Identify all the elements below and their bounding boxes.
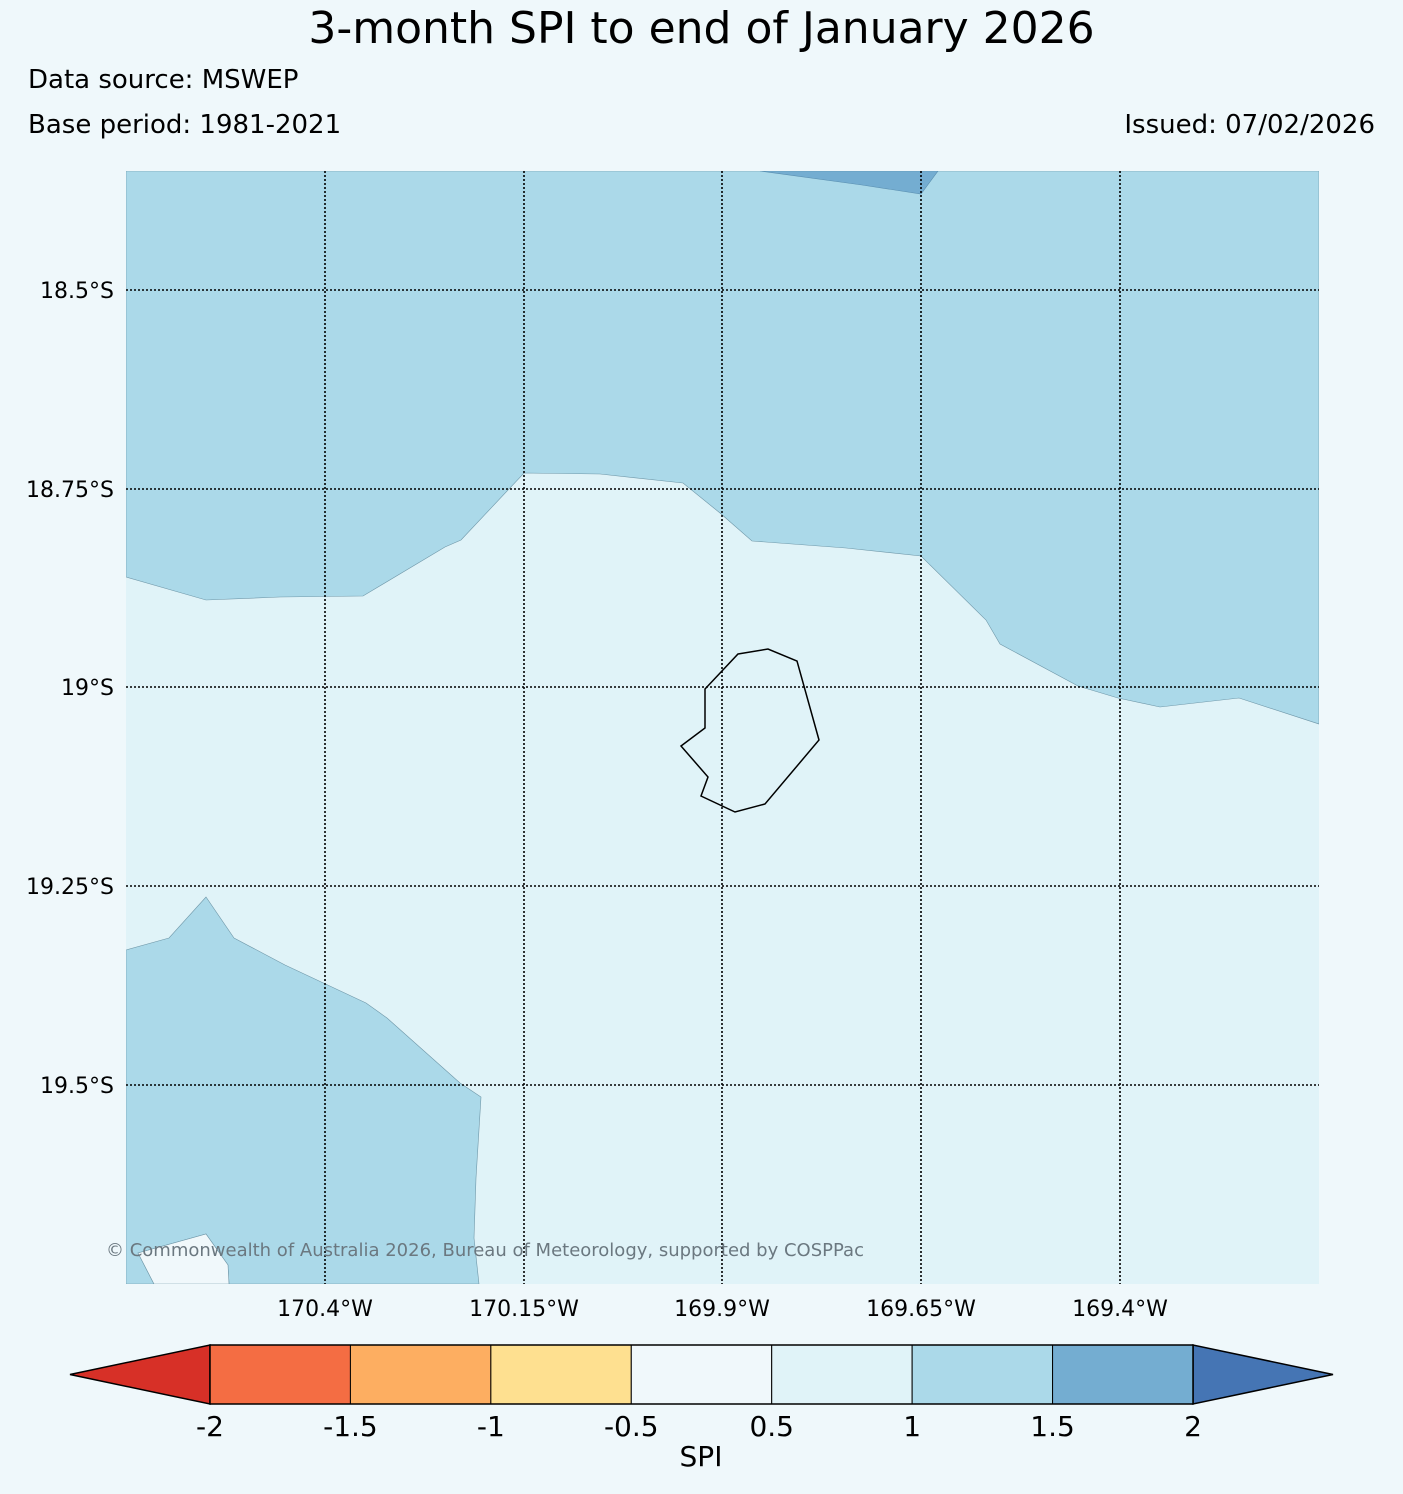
spi-region-near-normal: [137, 1233, 230, 1284]
lat-label: 19.25°S: [26, 875, 114, 900]
colorbar-segment: [1052, 1344, 1194, 1405]
colorbar-tick-label: -1.5: [323, 1410, 378, 1443]
spi-region-1-5-to-2: [759, 171, 939, 195]
graticule: [126, 171, 1319, 1284]
colorbar-under-arrow: [69, 1344, 211, 1405]
issued-date-label: Issued: 07/02/2026: [1124, 110, 1375, 140]
colorbar-segment: [630, 1344, 773, 1405]
colorbar-frame: [209, 1344, 1194, 1405]
base-period-label: Base period: 1981-2021: [28, 110, 342, 140]
colorbar-tick-label: 0.5: [749, 1410, 794, 1443]
colorbar-tick-label: -0.5: [604, 1410, 659, 1443]
colorbar-tick-label: 2: [1184, 1410, 1202, 1443]
copyright-notice: © Commonwealth of Australia 2026, Bureau…: [106, 1240, 864, 1261]
colorbar-segment: [911, 1344, 1054, 1405]
lon-label: 169.9°W: [674, 1297, 770, 1322]
lat-label: 19°S: [61, 676, 114, 701]
lon-label: 169.4°W: [1072, 1297, 1168, 1322]
data-source-label: Data source: MSWEP: [28, 65, 299, 95]
map-title: 3-month SPI to end of January 2026: [308, 3, 1095, 54]
map-plot-area: [126, 171, 1319, 1284]
colorbar-segment: [771, 1344, 913, 1405]
colorbar-tick-label: 1: [903, 1410, 921, 1443]
colorbar-label: SPI: [680, 1440, 723, 1473]
colorbar-over-arrow: [1192, 1344, 1334, 1405]
lon-label: 170.15°W: [469, 1297, 579, 1322]
colorbar-tick-label: -2: [196, 1410, 224, 1443]
lon-label: 169.65°W: [866, 1297, 976, 1322]
lat-label: 19.5°S: [40, 1074, 114, 1099]
spi-map: 18.5°S 18.75°S 19°S 19.25°S 19.5°S 170.4…: [26, 171, 1319, 1322]
colorbar-tick-label: 1.5: [1030, 1410, 1075, 1443]
colorbar-tick-label: -1: [477, 1410, 505, 1443]
colorbar-segment: [209, 1344, 351, 1405]
colorbar-segment: [349, 1344, 492, 1405]
island-coastline: [679, 648, 820, 813]
lat-label: 18.5°S: [40, 279, 114, 304]
lon-label: 170.4°W: [277, 1297, 373, 1322]
lat-label: 18.75°S: [26, 478, 114, 503]
colorbar-segment: [490, 1344, 632, 1405]
